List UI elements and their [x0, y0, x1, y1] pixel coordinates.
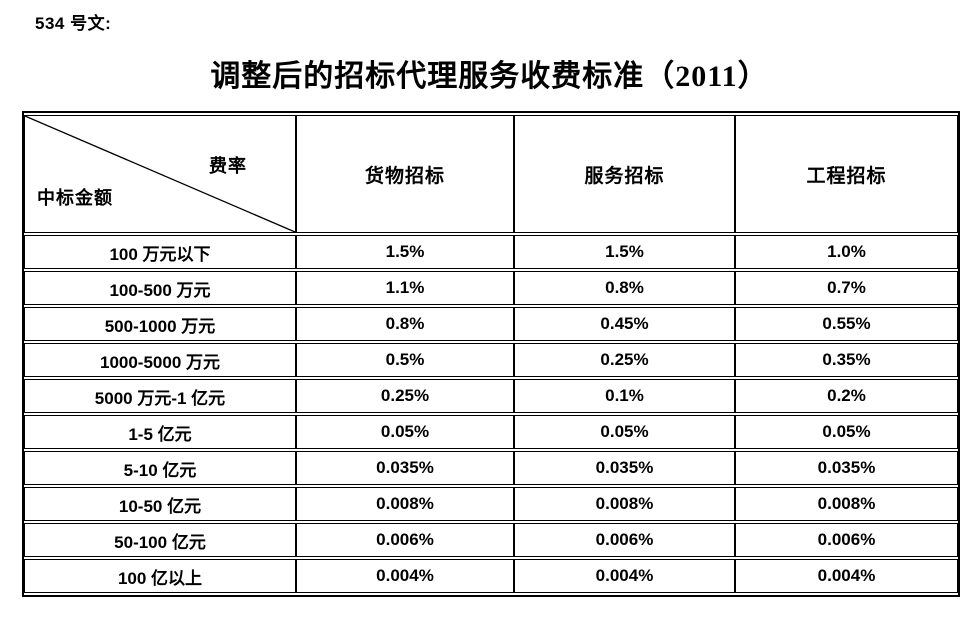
rate-value: 0.35%	[735, 343, 958, 377]
document-ref-label: 534 号文:	[35, 14, 112, 33]
table-row: 5-10 亿元 0.035% 0.035% 0.035%	[24, 451, 958, 485]
rate-value: 0.1%	[514, 379, 735, 413]
rate-value: 0.8%	[514, 271, 735, 305]
amount-range-label: 500-1000 万元	[24, 307, 296, 341]
rate-value: 0.25%	[296, 379, 514, 413]
amount-range-label: 5000 万元-1 亿元	[24, 379, 296, 413]
page-title: 调整后的招标代理服务收费标准（2011）	[210, 60, 769, 93]
rate-value: 0.035%	[296, 451, 514, 485]
rate-value: 0.035%	[735, 451, 958, 485]
rate-value: 1.5%	[514, 235, 735, 269]
rate-value: 0.45%	[514, 307, 735, 341]
amount-range-label: 100 万元以下	[24, 235, 296, 269]
table-row: 50-100 亿元 0.006% 0.006% 0.006%	[24, 523, 958, 557]
table-row: 10-50 亿元 0.008% 0.008% 0.008%	[24, 487, 958, 521]
table-row: 100-500 万元 1.1% 0.8% 0.7%	[24, 271, 958, 305]
rate-value: 0.8%	[296, 307, 514, 341]
rate-value: 0.05%	[296, 415, 514, 449]
amount-range-label: 1000-5000 万元	[24, 343, 296, 377]
table-row: 100 万元以下 1.5% 1.5% 1.0%	[24, 235, 958, 269]
rate-value: 0.035%	[514, 451, 735, 485]
rate-value: 0.7%	[735, 271, 958, 305]
rate-value: 0.006%	[296, 523, 514, 557]
table-row: 5000 万元-1 亿元 0.25% 0.1% 0.2%	[24, 379, 958, 413]
fee-rate-table: 费率 中标金额 货物招标 服务招标 工程招标 100 万元以下 1.5% 1.5…	[22, 111, 960, 597]
rate-value: 0.006%	[735, 523, 958, 557]
rate-value: 0.05%	[735, 415, 958, 449]
rate-value: 0.006%	[514, 523, 735, 557]
rate-value: 0.5%	[296, 343, 514, 377]
column-header-engineering: 工程招标	[735, 115, 958, 233]
rate-value: 0.004%	[735, 559, 958, 593]
header-row: 费率 中标金额 货物招标 服务招标 工程招标	[24, 115, 958, 233]
rate-value: 0.05%	[514, 415, 735, 449]
amount-range-label: 5-10 亿元	[24, 451, 296, 485]
column-header-goods: 货物招标	[296, 115, 514, 233]
rate-value: 0.004%	[296, 559, 514, 593]
corner-header-cell: 费率 中标金额	[24, 115, 296, 233]
table-row: 500-1000 万元 0.8% 0.45% 0.55%	[24, 307, 958, 341]
rate-value: 0.008%	[735, 487, 958, 521]
rate-value: 0.2%	[735, 379, 958, 413]
corner-rate-label: 费率	[209, 156, 247, 176]
amount-range-label: 10-50 亿元	[24, 487, 296, 521]
table-row: 1-5 亿元 0.05% 0.05% 0.05%	[24, 415, 958, 449]
rate-value: 0.55%	[735, 307, 958, 341]
amount-range-label: 50-100 亿元	[24, 523, 296, 557]
diagonal-divider-line	[25, 116, 295, 232]
amount-range-label: 1-5 亿元	[24, 415, 296, 449]
amount-range-label: 100 亿以上	[24, 559, 296, 593]
rate-value: 1.0%	[735, 235, 958, 269]
table-row: 1000-5000 万元 0.5% 0.25% 0.35%	[24, 343, 958, 377]
amount-range-label: 100-500 万元	[24, 271, 296, 305]
table-row: 100 亿以上 0.004% 0.004% 0.004%	[24, 559, 958, 593]
rate-value: 0.008%	[296, 487, 514, 521]
rate-value: 1.1%	[296, 271, 514, 305]
column-header-services: 服务招标	[514, 115, 735, 233]
corner-amount-label: 中标金额	[37, 188, 113, 208]
rate-value: 1.5%	[296, 235, 514, 269]
rate-value: 0.25%	[514, 343, 735, 377]
rate-value: 0.004%	[514, 559, 735, 593]
rate-value: 0.008%	[514, 487, 735, 521]
